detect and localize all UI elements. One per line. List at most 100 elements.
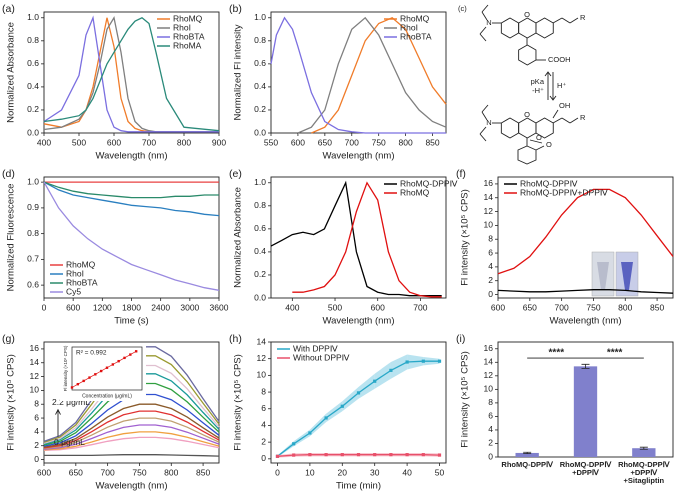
x-tick-label: 50 [435,467,445,477]
y-tick-label: 0 [488,451,493,461]
ring [518,17,537,39]
x-tick-label: 750 [132,467,146,477]
x-tick-label: 650 [318,137,332,147]
x-tick-label: 20 [338,467,348,477]
x-tick-label: 40 [402,467,412,477]
marker [421,453,425,457]
y-axis-label: Fl intensity (×10⁵ CPS) [6,354,17,451]
significance-label: **** [607,348,623,359]
vial-photo [591,251,639,297]
y-tick-label: 12 [257,353,267,363]
marker [292,442,296,446]
inset-point [88,376,91,379]
bond [481,104,489,113]
vial-liquid [597,262,609,290]
series-line [43,410,220,449]
y-tick-label: 10 [484,384,494,394]
y-tick-label: 0.7 [27,254,39,264]
plot-frame [270,341,447,464]
ring [500,17,520,39]
atom: N [486,18,491,27]
marker [308,453,312,457]
y-tick-label: 10 [30,385,40,395]
x-axis-label: Wavelength (nm) [96,481,168,492]
y-tick-label: 6 [34,412,39,422]
bar [632,448,656,457]
plot-frame [43,176,220,299]
bond [561,17,571,24]
x-tick-label: 600 [107,137,121,147]
ring [518,44,537,66]
y-tick-label: 0.2 [254,104,266,114]
marker [324,416,328,420]
marker [340,404,344,408]
condition: -H⁺ [532,86,544,95]
panel-label: (i) [456,333,465,345]
x-tick-label: RhoMQ-DPPⅣ [618,460,671,469]
y-tick-label: 0.6 [27,58,39,68]
marker [292,453,296,457]
bond [481,4,489,13]
marker [389,368,393,372]
legend-label: RhoMA [173,40,202,50]
x-tick-label: 800 [177,137,191,147]
x-tick-label: 1200 [93,302,112,312]
y-tick-label: 12 [30,371,40,381]
y-axis-label: Fl intensity (×10⁵ CPS) [460,351,471,448]
y-tick-label: 16 [484,343,494,353]
series-line [43,424,220,450]
bond [535,145,545,151]
group: R [580,113,586,122]
inset-point [111,363,115,366]
plot-frame [43,11,220,134]
panel-label: (h) [229,333,242,345]
x-tick-label: 600 [491,302,505,312]
y-tick-label: 0.0 [254,127,266,137]
condition: pKa [531,77,545,86]
bond [552,17,563,24]
x-tick-label: 750 [372,137,386,147]
ring [500,117,520,139]
bar [573,366,598,457]
y-tick-label: 12 [484,370,494,380]
y-tick-label: 16 [30,343,40,353]
x-tick-label: 600 [371,302,385,312]
x-tick-label: RhoMQ-DPPⅣ [560,460,613,469]
y-tick-label: 0 [261,453,266,463]
y-tick-label: 10 [484,220,494,230]
panel-label: (e) [229,168,242,180]
series-line [311,17,447,134]
x-tick-label: +DPPⅣ [630,468,658,477]
atom: N [486,118,491,127]
y-tick-label: 0.4 [254,246,266,256]
arrow-head [549,95,557,101]
panel-label: (c) [458,4,467,13]
x-tick-label: 1800 [122,302,141,312]
group: OH [559,101,570,110]
marker [275,454,280,458]
x-tick-label: 0 [275,467,280,477]
annotation: 0 μg/mL [54,437,85,447]
series-line [43,181,219,199]
y-axis-label: Normalized Fl intensity [233,24,244,120]
y-tick-label: 1.0 [27,176,39,186]
condition: H⁺ [557,81,566,90]
inset-frame [71,346,143,391]
y-axis-label: Normalized Absorbance [6,22,17,123]
x-tick-label: 800 [618,302,632,312]
y-tick-label: 10 [257,370,267,380]
x-axis-label: Wavelength (nm) [323,151,395,162]
inset-point [82,379,85,383]
arrow-head [55,408,61,415]
x-axis-label: Wavelength (nm) [323,316,395,327]
structure-diagram: (c) N O COOH R pKa -H⁺ H⁺ N O OH R [458,4,586,165]
marker [437,359,442,363]
series-line [497,188,674,275]
y-tick-label: 0.6 [254,223,266,233]
y-tick-label: 8 [261,386,266,396]
atom: O [524,110,530,119]
error-band [358,373,375,399]
panel-label: (d) [2,168,15,180]
legend-label: RhoBTA [66,277,98,287]
